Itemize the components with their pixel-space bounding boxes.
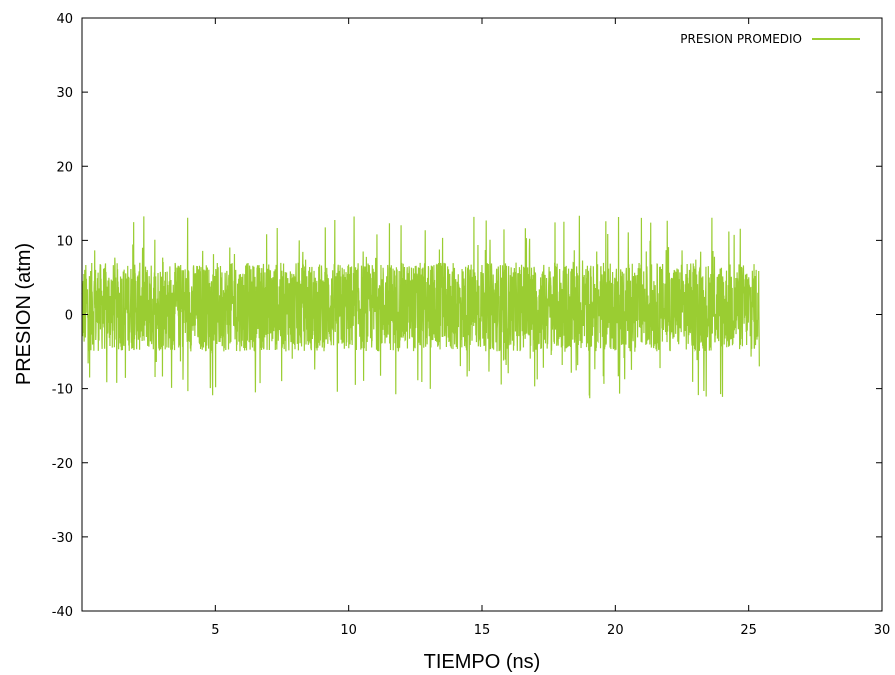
x-tick-label: 30 bbox=[874, 623, 891, 638]
series-line-presion-promedio bbox=[81, 215, 760, 399]
y-tick-label: 30 bbox=[56, 86, 73, 101]
y-tick-label: 20 bbox=[56, 160, 73, 175]
x-tick-label: 20 bbox=[607, 623, 624, 638]
y-axis-title: PRESION (atm) bbox=[13, 243, 35, 385]
y-tick-label: 10 bbox=[56, 234, 73, 249]
ticks-layer: 5 10 15 20 25 30 -40 -30 -20 -10 0 10 20 30 40 bbox=[52, 12, 891, 638]
y-tick-label: -10 bbox=[52, 383, 73, 398]
x-tick-label: 5 bbox=[211, 623, 219, 638]
y-tick-label: 40 bbox=[56, 12, 73, 27]
x-tick-label: 15 bbox=[474, 623, 491, 638]
y-tick-label: -40 bbox=[52, 605, 73, 620]
legend: PRESION PROMEDIO bbox=[680, 32, 860, 46]
x-tick-label: 10 bbox=[340, 623, 357, 638]
series-layer bbox=[81, 215, 760, 399]
y-tick-label: 0 bbox=[65, 309, 73, 324]
x-axis-title: TIEMPO (ns) bbox=[424, 651, 541, 673]
x-tick-label: 25 bbox=[740, 623, 757, 638]
y-tick-label: -20 bbox=[52, 457, 73, 472]
legend-label: PRESION PROMEDIO bbox=[680, 32, 802, 46]
y-tick-label: -30 bbox=[52, 531, 73, 546]
